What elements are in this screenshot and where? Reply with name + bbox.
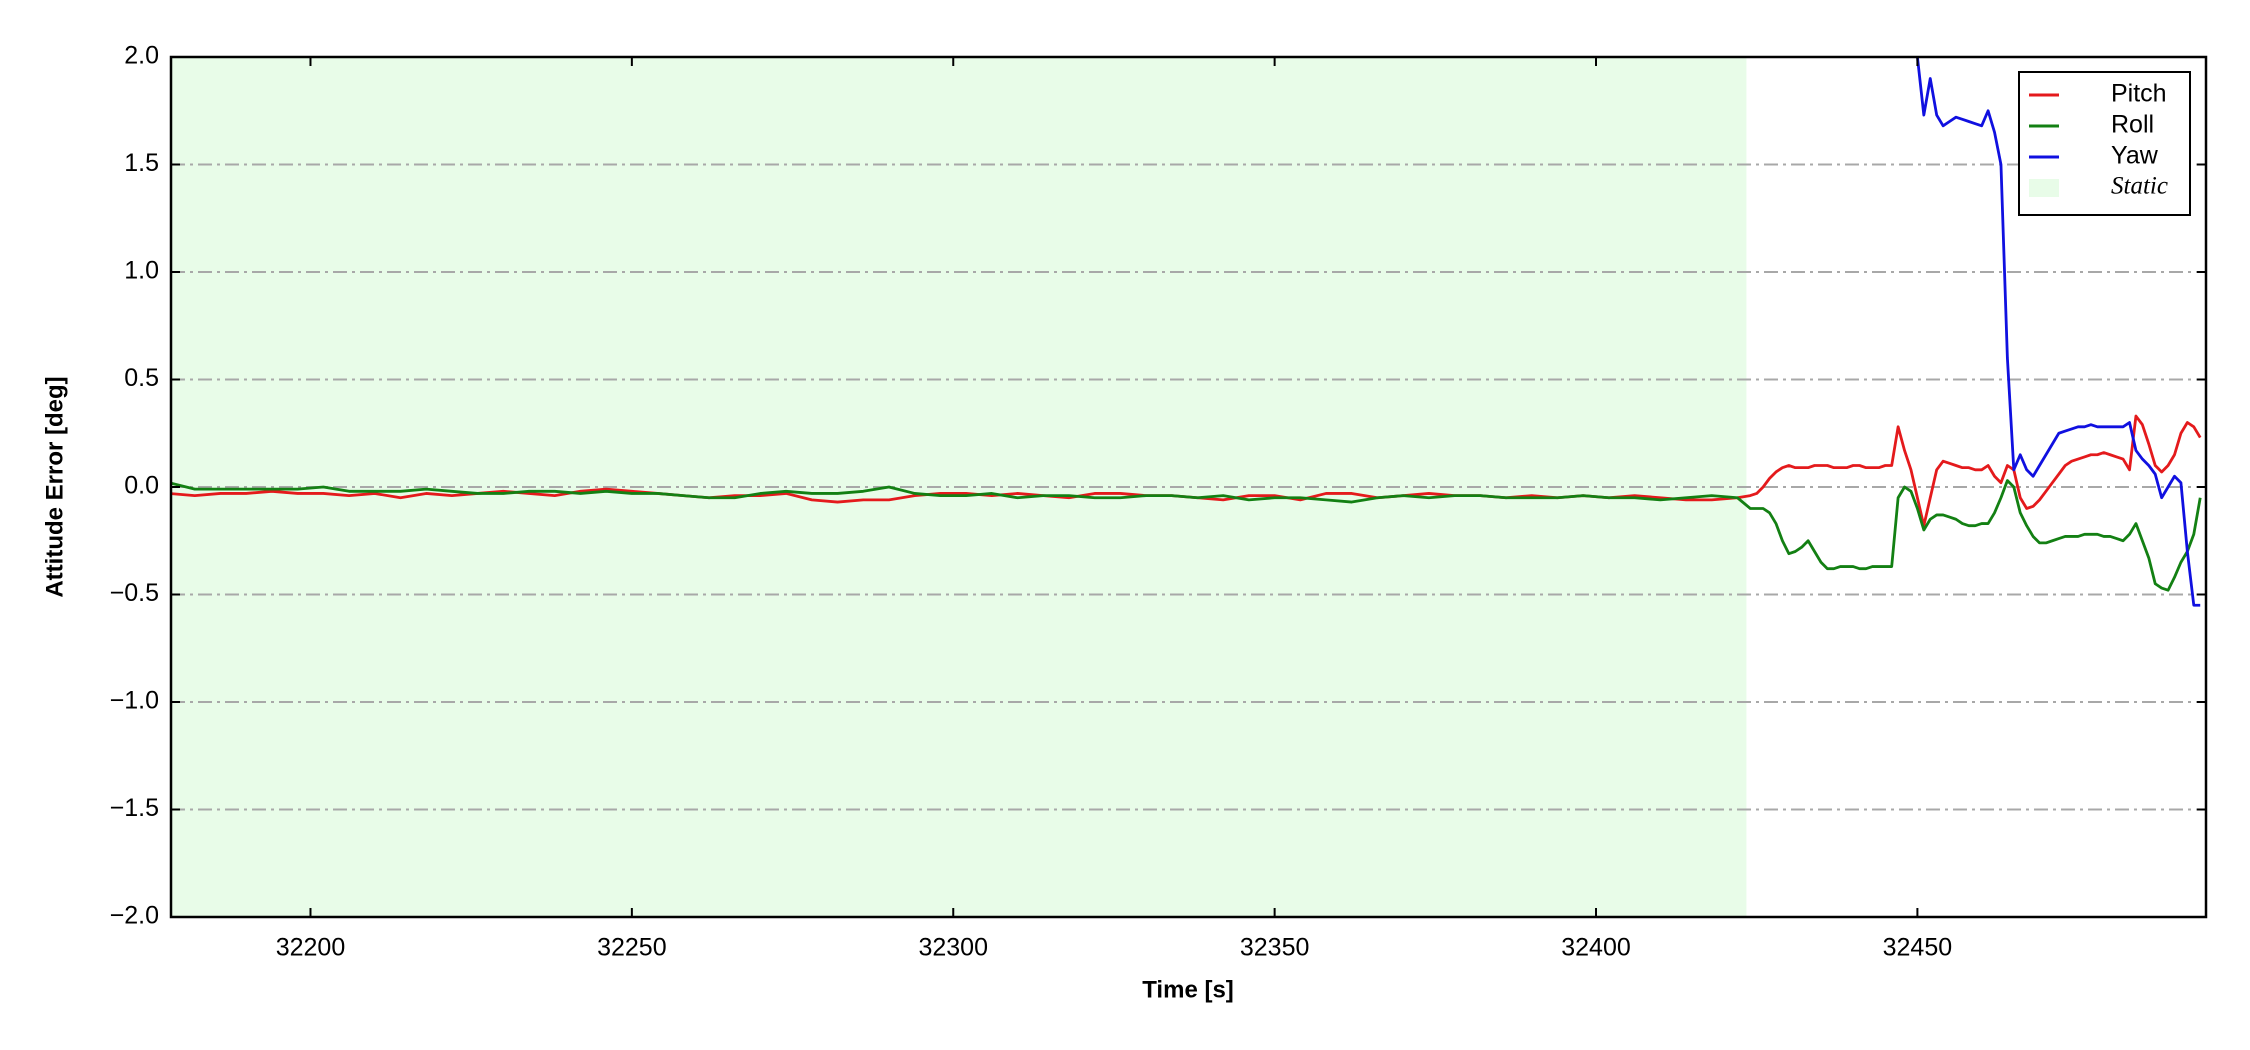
x-tick-label: 32400 [1561,934,1631,962]
y-tick-label: 2.0 [124,42,159,70]
series-line [171,414,2202,528]
y-tick-label: −1.5 [110,794,159,822]
legend: Pitch Roll Yaw Static [2018,71,2191,216]
y-tick-label: −1.0 [110,687,159,715]
legend-label: Roll [2111,111,2154,139]
axes-layer: −2.0 −1.5 −1.0 −0.5 0.0 0.5 1.0 1.5 2.0 32200 3225… [110,42,2206,962]
y-axis-label: Attitude Error [deg] [41,376,68,597]
plot-layer [171,56,2206,918]
x-tick-label: 32300 [918,934,988,962]
series-layer [171,57,2202,607]
x-tick-label: 32250 [597,934,667,962]
x-axis-label: Time [s] [1142,976,1234,1003]
legend-label: Pitch [2111,80,2167,108]
y-tick-label: 0.0 [124,472,159,500]
series-line [171,479,2202,592]
y-tick-label: −2.0 [110,902,159,930]
y-tick-label: 0.5 [124,364,159,392]
series-line [1916,57,2201,607]
x-tick-label: 32350 [1240,934,1310,962]
y-tick-label: −0.5 [110,579,159,607]
legend-swatch [2029,179,2059,197]
x-tick-label: 32200 [276,934,346,962]
y-tick-label: 1.0 [124,257,159,285]
y-tick-label: 1.5 [124,149,159,177]
legend-label: Yaw [2111,142,2159,170]
legend-label: Static [2111,173,2168,200]
x-tick-label: 32450 [1883,934,1953,962]
